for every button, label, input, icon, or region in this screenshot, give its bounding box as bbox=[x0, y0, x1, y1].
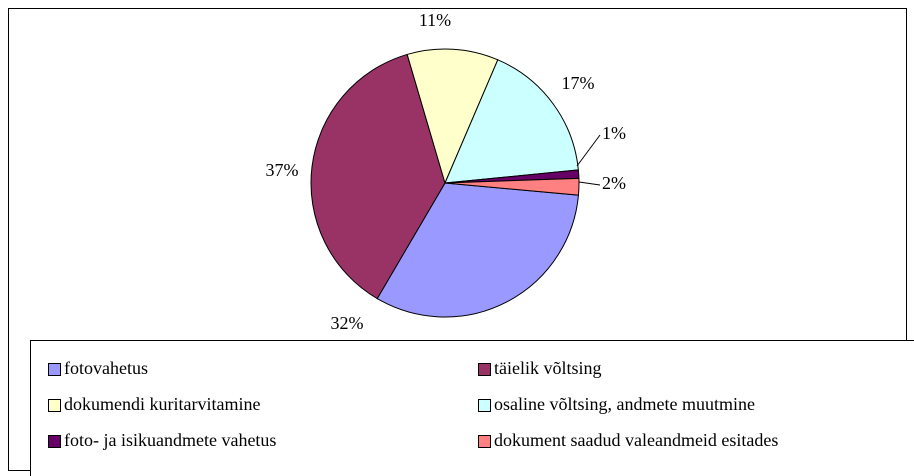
legend-label: dokument saadud valeandmeid esitades bbox=[494, 430, 778, 450]
pie-slice bbox=[406, 48, 499, 185]
data-label: 2% bbox=[602, 173, 626, 193]
legend-label: fotovahetus bbox=[64, 358, 148, 378]
legend-label: dokumendi kuritarvitamine bbox=[64, 394, 260, 414]
data-label: 32% bbox=[331, 313, 364, 333]
legend-swatch bbox=[478, 363, 491, 376]
legend-swatch bbox=[48, 399, 61, 412]
legend-label: foto- ja isikuandmete vahetus bbox=[64, 430, 276, 450]
legend-box bbox=[30, 340, 914, 476]
legend-swatch bbox=[478, 399, 491, 412]
leader-line bbox=[576, 134, 601, 167]
legend-label: osaline võltsing, andmete muutmine bbox=[494, 394, 755, 414]
pie-slice bbox=[444, 177, 580, 196]
leader-line bbox=[578, 181, 601, 186]
legend-label: täielik võltsing bbox=[494, 358, 602, 378]
legend-swatch bbox=[48, 363, 61, 376]
legend-swatch bbox=[478, 435, 491, 448]
data-label: 11% bbox=[419, 10, 451, 30]
legend-swatch bbox=[48, 435, 61, 448]
data-label: 1% bbox=[602, 123, 626, 143]
pie-slice bbox=[310, 53, 446, 300]
pie-slice bbox=[444, 59, 579, 184]
pie-slice bbox=[376, 182, 579, 318]
data-label: 37% bbox=[266, 160, 299, 180]
data-label: 17% bbox=[562, 73, 595, 93]
